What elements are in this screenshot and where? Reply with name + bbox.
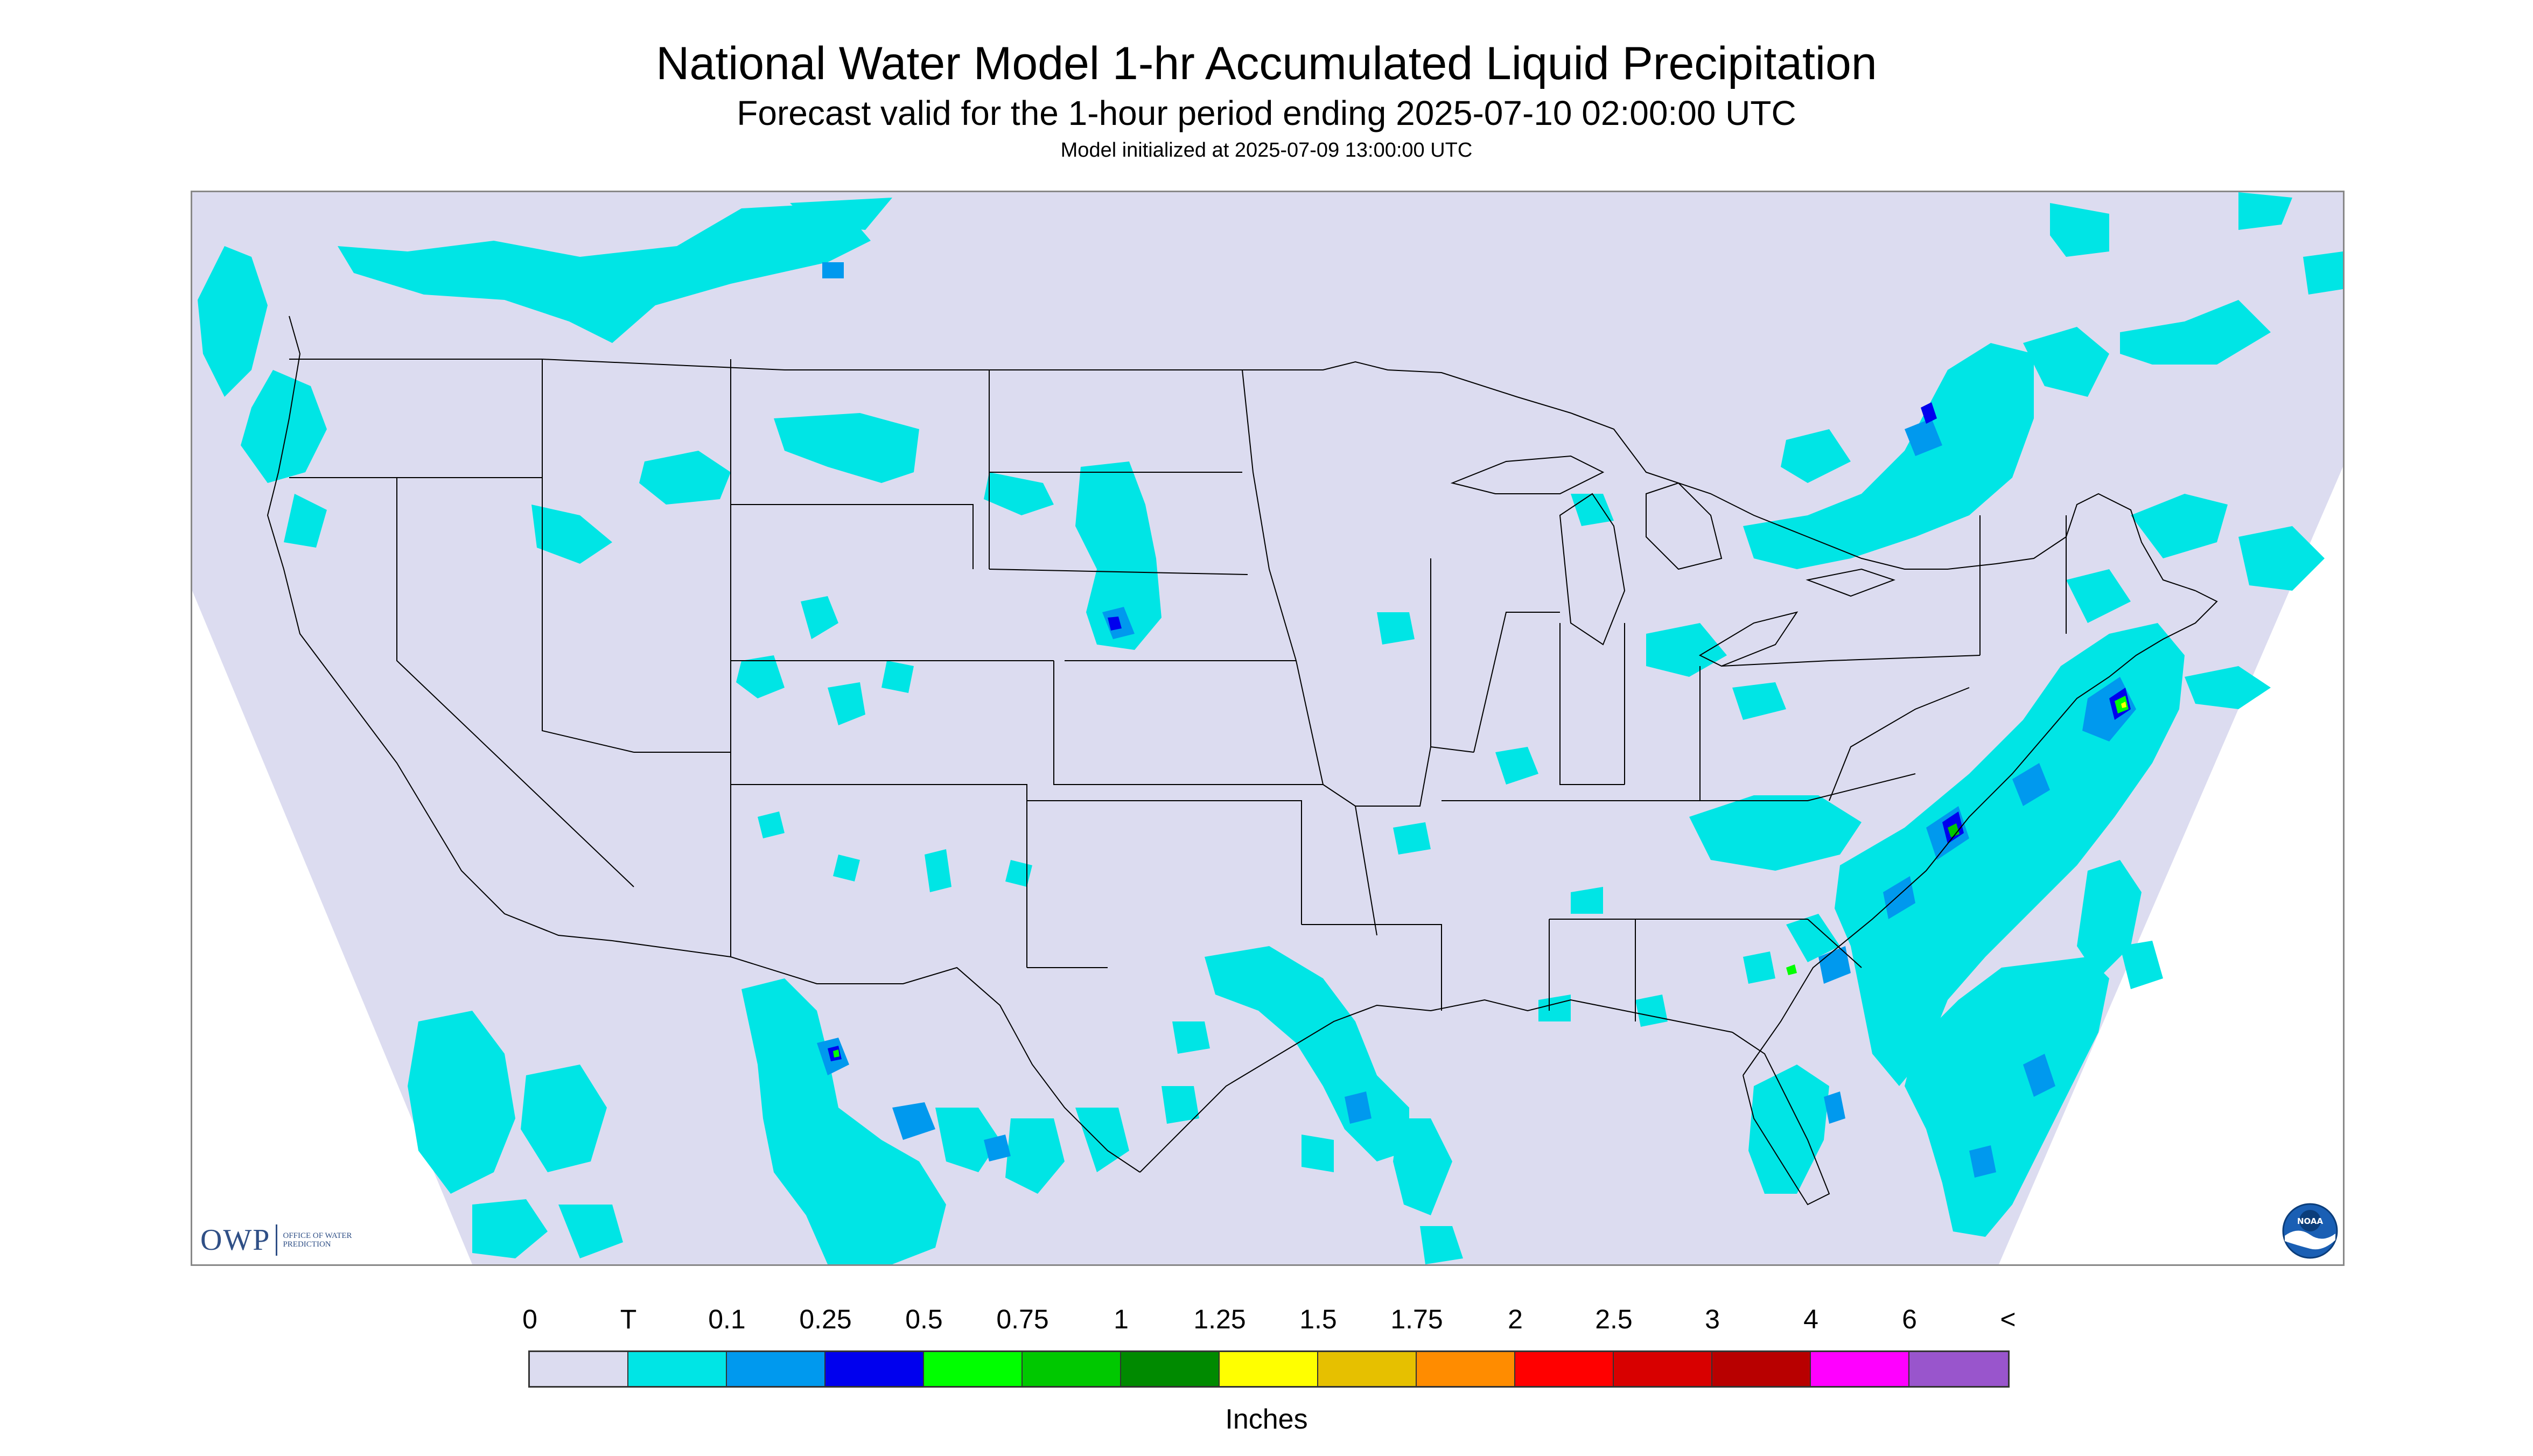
owp-logo-text: OWP <box>200 1223 271 1257</box>
owp-logo-divider <box>276 1224 278 1256</box>
map-canvas <box>192 192 2343 1264</box>
legend-label: 0.5 <box>905 1304 943 1334</box>
map-title: National Water Model 1-hr Accumulated Li… <box>656 38 1877 89</box>
legend-swatch <box>727 1352 825 1386</box>
legend-label: 0.1 <box>708 1304 746 1334</box>
owp-logo-subtext: OFFICE OF WATER PREDICTION <box>283 1231 352 1249</box>
legend-swatch <box>1417 1352 1515 1386</box>
legend-label: T <box>620 1304 637 1334</box>
legend-label: < <box>2000 1304 2016 1334</box>
legend-label: 2 <box>1508 1304 1523 1334</box>
legend-label: 6 <box>1902 1304 1917 1334</box>
legend-label: 1.25 <box>1193 1304 1246 1334</box>
legend-swatch <box>1515 1352 1614 1386</box>
boundaries <box>267 316 2218 1206</box>
legend-swatch <box>1023 1352 1121 1386</box>
model-init-text: Model initialized at 2025-07-09 13:00:00… <box>1060 139 1473 162</box>
legend-label: 3 <box>1705 1304 1720 1334</box>
legend-swatch <box>1811 1352 1909 1386</box>
legend-swatch <box>1121 1352 1220 1386</box>
legend-swatch <box>825 1352 924 1386</box>
legend-label: 2.5 <box>1595 1304 1633 1334</box>
legend-label: 1.75 <box>1390 1304 1443 1334</box>
legend-swatch <box>530 1352 628 1386</box>
legend-swatch <box>1614 1352 1712 1386</box>
legend-label: 4 <box>1803 1304 1818 1334</box>
map-subtitle: Forecast valid for the 1-hour period end… <box>737 94 1796 132</box>
legend-swatch <box>1712 1352 1811 1386</box>
legend-label: 1 <box>1114 1304 1129 1334</box>
legend-colorbar <box>528 1350 2010 1388</box>
precipitation-map <box>191 191 2345 1266</box>
legend-units: Inches <box>1225 1404 1308 1435</box>
legend-swatch <box>1318 1352 1417 1386</box>
legend-label: 0.75 <box>996 1304 1049 1334</box>
precip-heavy <box>833 696 2129 1058</box>
noaa-logo: NOAA <box>2282 1203 2338 1259</box>
precip-trace <box>198 192 2343 1264</box>
legend-swatch <box>1909 1352 2008 1386</box>
legend-swatch <box>628 1352 727 1386</box>
legend-label: 0 <box>522 1304 537 1334</box>
noaa-logo-text: NOAA <box>2297 1216 2324 1226</box>
legend-swatch <box>1220 1352 1318 1386</box>
legend-swatch <box>924 1352 1023 1386</box>
legend-label: 0.25 <box>799 1304 852 1334</box>
legend-label: 1.5 <box>1299 1304 1337 1334</box>
owp-logo: OWP OFFICE OF WATER PREDICTION <box>200 1221 353 1259</box>
legend-labels: 0 T 0.1 0.25 0.5 0.75 1 1.25 1.5 1.75 2 2.5 3 4 6 < <box>0 1303 2533 1341</box>
